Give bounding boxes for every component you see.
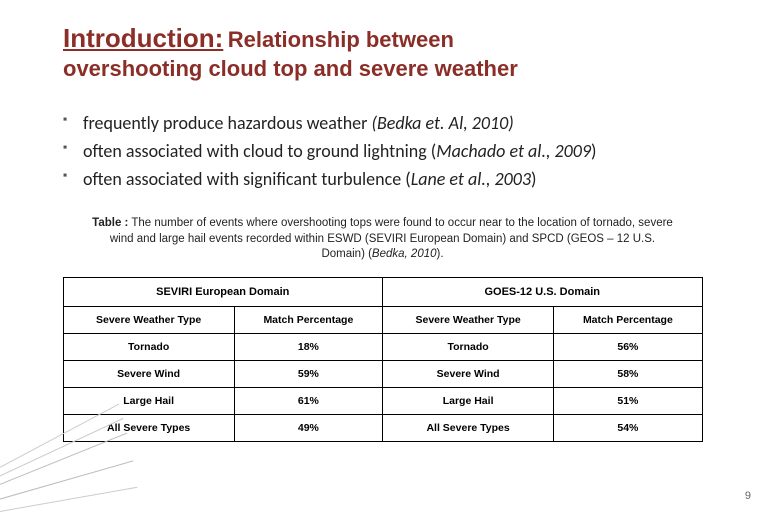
cell: Severe Wind bbox=[63, 360, 234, 387]
table-group-header-row: SEVIRI European Domain GOES-12 U.S. Doma… bbox=[63, 277, 702, 306]
bullet-item: frequently produce hazardous weather (Be… bbox=[55, 110, 720, 136]
title-intro: Introduction: bbox=[63, 23, 223, 53]
group-header: GOES-12 U.S. Domain bbox=[382, 277, 702, 306]
cell: Large Hail bbox=[382, 387, 553, 414]
caption-label: Table : bbox=[92, 217, 128, 229]
table-caption: Table : The number of events where overs… bbox=[88, 216, 678, 263]
cell: 56% bbox=[554, 333, 702, 360]
bullet-suffix: ) bbox=[531, 168, 536, 190]
cell: All Severe Types bbox=[382, 414, 553, 441]
cell: Large Hail bbox=[63, 387, 234, 414]
slide-title: Introduction: Relationship between overs… bbox=[63, 22, 720, 82]
bullet-citation: Lane et al., 2003 bbox=[411, 168, 531, 190]
table-row: Severe Wind 59% Severe Wind 58% bbox=[63, 360, 702, 387]
caption-citation: Bedka, 2010 bbox=[372, 248, 437, 260]
table-row: All Severe Types 49% All Severe Types 54… bbox=[63, 414, 702, 441]
cell: 49% bbox=[234, 414, 382, 441]
group-header: SEVIRI European Domain bbox=[63, 277, 382, 306]
bullet-suffix: ) bbox=[591, 140, 596, 162]
bullet-citation: (Bedka et. Al, 2010) bbox=[371, 112, 513, 134]
col-header: Severe Weather Type bbox=[63, 306, 234, 333]
bullet-text: frequently produce hazardous weather bbox=[83, 112, 371, 134]
cell: 54% bbox=[554, 414, 702, 441]
col-header: Match Percentage bbox=[554, 306, 702, 333]
data-table: SEVIRI European Domain GOES-12 U.S. Doma… bbox=[63, 277, 703, 442]
bullet-item: often associated with cloud to ground li… bbox=[55, 138, 720, 164]
table-row: Tornado 18% Tornado 56% bbox=[63, 333, 702, 360]
col-header: Match Percentage bbox=[234, 306, 382, 333]
cell: Tornado bbox=[63, 333, 234, 360]
table-row: Large Hail 61% Large Hail 51% bbox=[63, 387, 702, 414]
cell: All Severe Types bbox=[63, 414, 234, 441]
col-header: Severe Weather Type bbox=[382, 306, 553, 333]
cell: 58% bbox=[554, 360, 702, 387]
page-number: 9 bbox=[745, 490, 751, 502]
cell: 51% bbox=[554, 387, 702, 414]
table-col-header-row: Severe Weather Type Match Percentage Sev… bbox=[63, 306, 702, 333]
bullet-text: often associated with cloud to ground li… bbox=[83, 140, 436, 162]
cell: 18% bbox=[234, 333, 382, 360]
bullet-citation: Machado et al., 2009 bbox=[436, 140, 591, 162]
cell: 59% bbox=[234, 360, 382, 387]
title-line2: overshooting cloud top and severe weathe… bbox=[63, 56, 518, 81]
cell: Severe Wind bbox=[382, 360, 553, 387]
cell: 61% bbox=[234, 387, 382, 414]
cell: Tornado bbox=[382, 333, 553, 360]
caption-tail: ). bbox=[437, 248, 444, 260]
bullet-text: often associated with significant turbul… bbox=[83, 168, 411, 190]
bullet-item: often associated with significant turbul… bbox=[55, 166, 720, 192]
title-line1: Relationship between bbox=[228, 27, 454, 52]
bullet-list: frequently produce hazardous weather (Be… bbox=[55, 110, 720, 192]
